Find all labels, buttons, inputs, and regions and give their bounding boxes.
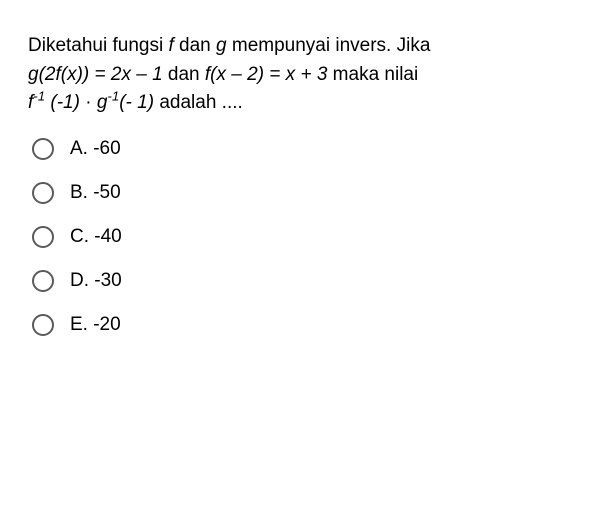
option-c-label: C. -40 — [70, 226, 122, 248]
radio-icon[interactable] — [32, 182, 54, 204]
question-arg2: (- 1) — [119, 92, 154, 113]
question-line3-post: adalah .... — [154, 92, 243, 113]
radio-icon[interactable] — [32, 314, 54, 336]
option-c[interactable]: C. -40 — [32, 226, 578, 248]
option-e-label: E. -20 — [70, 314, 121, 336]
question-expr2: f(x – 2) = x + 3 — [205, 64, 328, 85]
radio-icon[interactable] — [32, 138, 54, 160]
radio-icon[interactable] — [32, 270, 54, 292]
question-expr1: g(2f(x)) = 2x – 1 — [28, 64, 163, 85]
option-b-label: B. -50 — [70, 182, 121, 204]
radio-icon[interactable] — [32, 226, 54, 248]
option-d-label: D. -30 — [70, 270, 122, 292]
question-line1-g: g — [216, 35, 227, 56]
option-a[interactable]: A. -60 — [32, 138, 578, 160]
options-list: A. -60 B. -50 C. -40 D. -30 E. -20 — [28, 138, 578, 336]
question-arg1: (-1) — [45, 92, 80, 113]
question-ginv: g — [97, 92, 108, 113]
question-line2-mid: dan — [163, 64, 205, 85]
question-dot: · — [80, 92, 97, 113]
option-b[interactable]: B. -50 — [32, 182, 578, 204]
question-text: Diketahui fungsi f dan g mempunyai inver… — [28, 32, 578, 118]
option-d[interactable]: D. -30 — [32, 270, 578, 292]
question-line1-mid1: dan — [174, 35, 216, 56]
question-line1-post: mempunyai invers. Jika — [227, 35, 431, 56]
option-e[interactable]: E. -20 — [32, 314, 578, 336]
question-sup2: -1 — [107, 89, 119, 104]
question-line2-post: maka nilai — [327, 64, 418, 85]
question-line1-pre: Diketahui fungsi — [28, 35, 168, 56]
option-a-label: A. -60 — [70, 138, 121, 160]
question-sup1: -1 — [33, 89, 45, 104]
